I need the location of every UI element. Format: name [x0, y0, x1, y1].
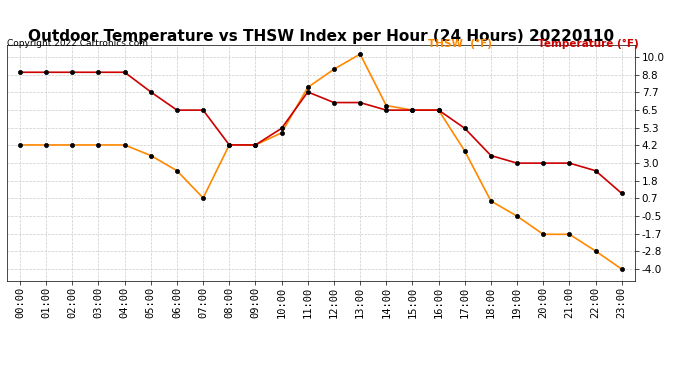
Text: THSW  (°F): THSW (°F) — [428, 39, 492, 50]
Text: Temperature (°F): Temperature (°F) — [538, 39, 639, 50]
Title: Outdoor Temperature vs THSW Index per Hour (24 Hours) 20220110: Outdoor Temperature vs THSW Index per Ho… — [28, 29, 614, 44]
Text: Copyright 2022 Cartronics.com: Copyright 2022 Cartronics.com — [7, 39, 148, 48]
